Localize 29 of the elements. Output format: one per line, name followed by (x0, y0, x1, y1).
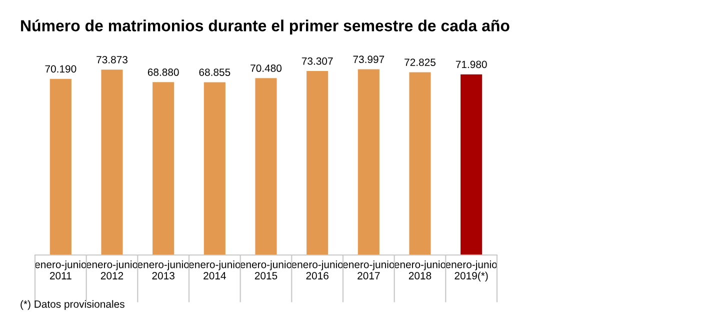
bar (152, 82, 174, 255)
data-label: 71.980 (456, 60, 487, 68)
x-tick-label: enero-junio 2011 (35, 260, 86, 280)
data-label: 70.190 (45, 65, 76, 73)
x-tick-label: enero-junio 2014 (189, 260, 240, 280)
bar (50, 78, 72, 255)
x-tick-label: enero-junio 2012 (86, 260, 138, 280)
x-tick-label: enero-junio 2017 (343, 260, 394, 280)
bar (460, 74, 482, 255)
data-label: 73.997 (353, 56, 384, 64)
x-tick-label: enero-junio 2015 (240, 260, 292, 280)
text: (*) Datos provisionales (20, 300, 124, 310)
data-label: 73.307 (302, 57, 333, 65)
x-tick-label: enero-junio 2013 (138, 260, 189, 280)
bar (306, 71, 328, 255)
data-label: 72.825 (404, 58, 436, 66)
x-tick-label: enero-junio 2019(*) (446, 260, 497, 282)
bar (409, 72, 431, 255)
x-tick-label: enero-junio 2016 (292, 260, 343, 280)
x-tick-label: enero-junio 2018 (394, 260, 446, 280)
bar (204, 82, 226, 255)
bar (358, 69, 380, 255)
data-label: 68.855 (199, 68, 230, 76)
chart-title: Número de matrimonios durante el primer semestre de cada año (21, 19, 510, 35)
bar (255, 78, 277, 255)
data-label: 70.480 (250, 64, 282, 72)
data-label: 73.873 (96, 56, 128, 64)
bar (101, 70, 123, 255)
data-label: 68.880 (148, 68, 179, 76)
